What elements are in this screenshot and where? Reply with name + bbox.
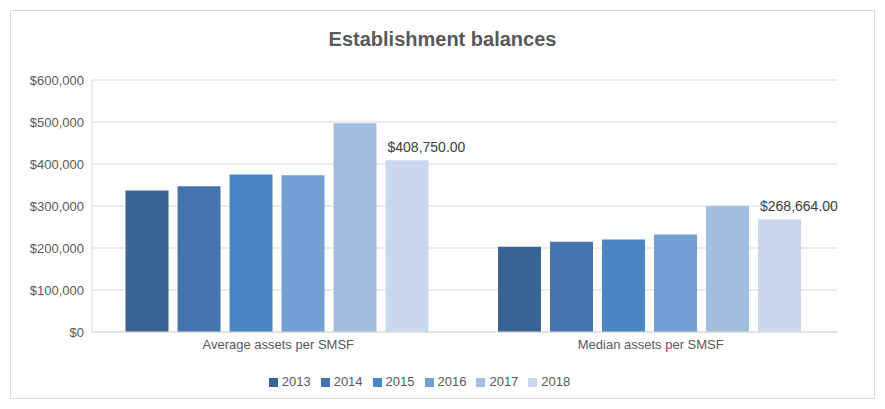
svg-text:$300,000: $300,000: [30, 199, 84, 214]
svg-text:$400,000: $400,000: [30, 157, 84, 172]
html-text:2018: 2018: [541, 374, 571, 389]
svg-text:$500,000: $500,000: [30, 115, 84, 130]
html-text:2015: 2015: [385, 374, 415, 389]
html-text:2017: 2017: [489, 374, 519, 389]
svg-text:$268,664.00: $268,664.00: [760, 198, 838, 214]
html-text:2016: 2016: [437, 374, 467, 389]
svg-text:Median assets per SMSF: Median assets per SMSF: [578, 337, 724, 352]
svg-text:$600,000: $600,000: [30, 73, 84, 88]
html-text:2013: 2013: [281, 374, 311, 389]
svg-text:$100,000: $100,000: [30, 283, 84, 298]
svg-text:$0: $0: [70, 325, 84, 340]
svg-text:Average assets per SMSF: Average assets per SMSF: [203, 337, 355, 352]
html-text:Establishment balances: Establishment balances: [328, 28, 557, 50]
svg-text:$408,750.00: $408,750.00: [388, 139, 466, 155]
svg-text:$200,000: $200,000: [30, 241, 84, 256]
html-text:2014: 2014: [333, 374, 363, 389]
